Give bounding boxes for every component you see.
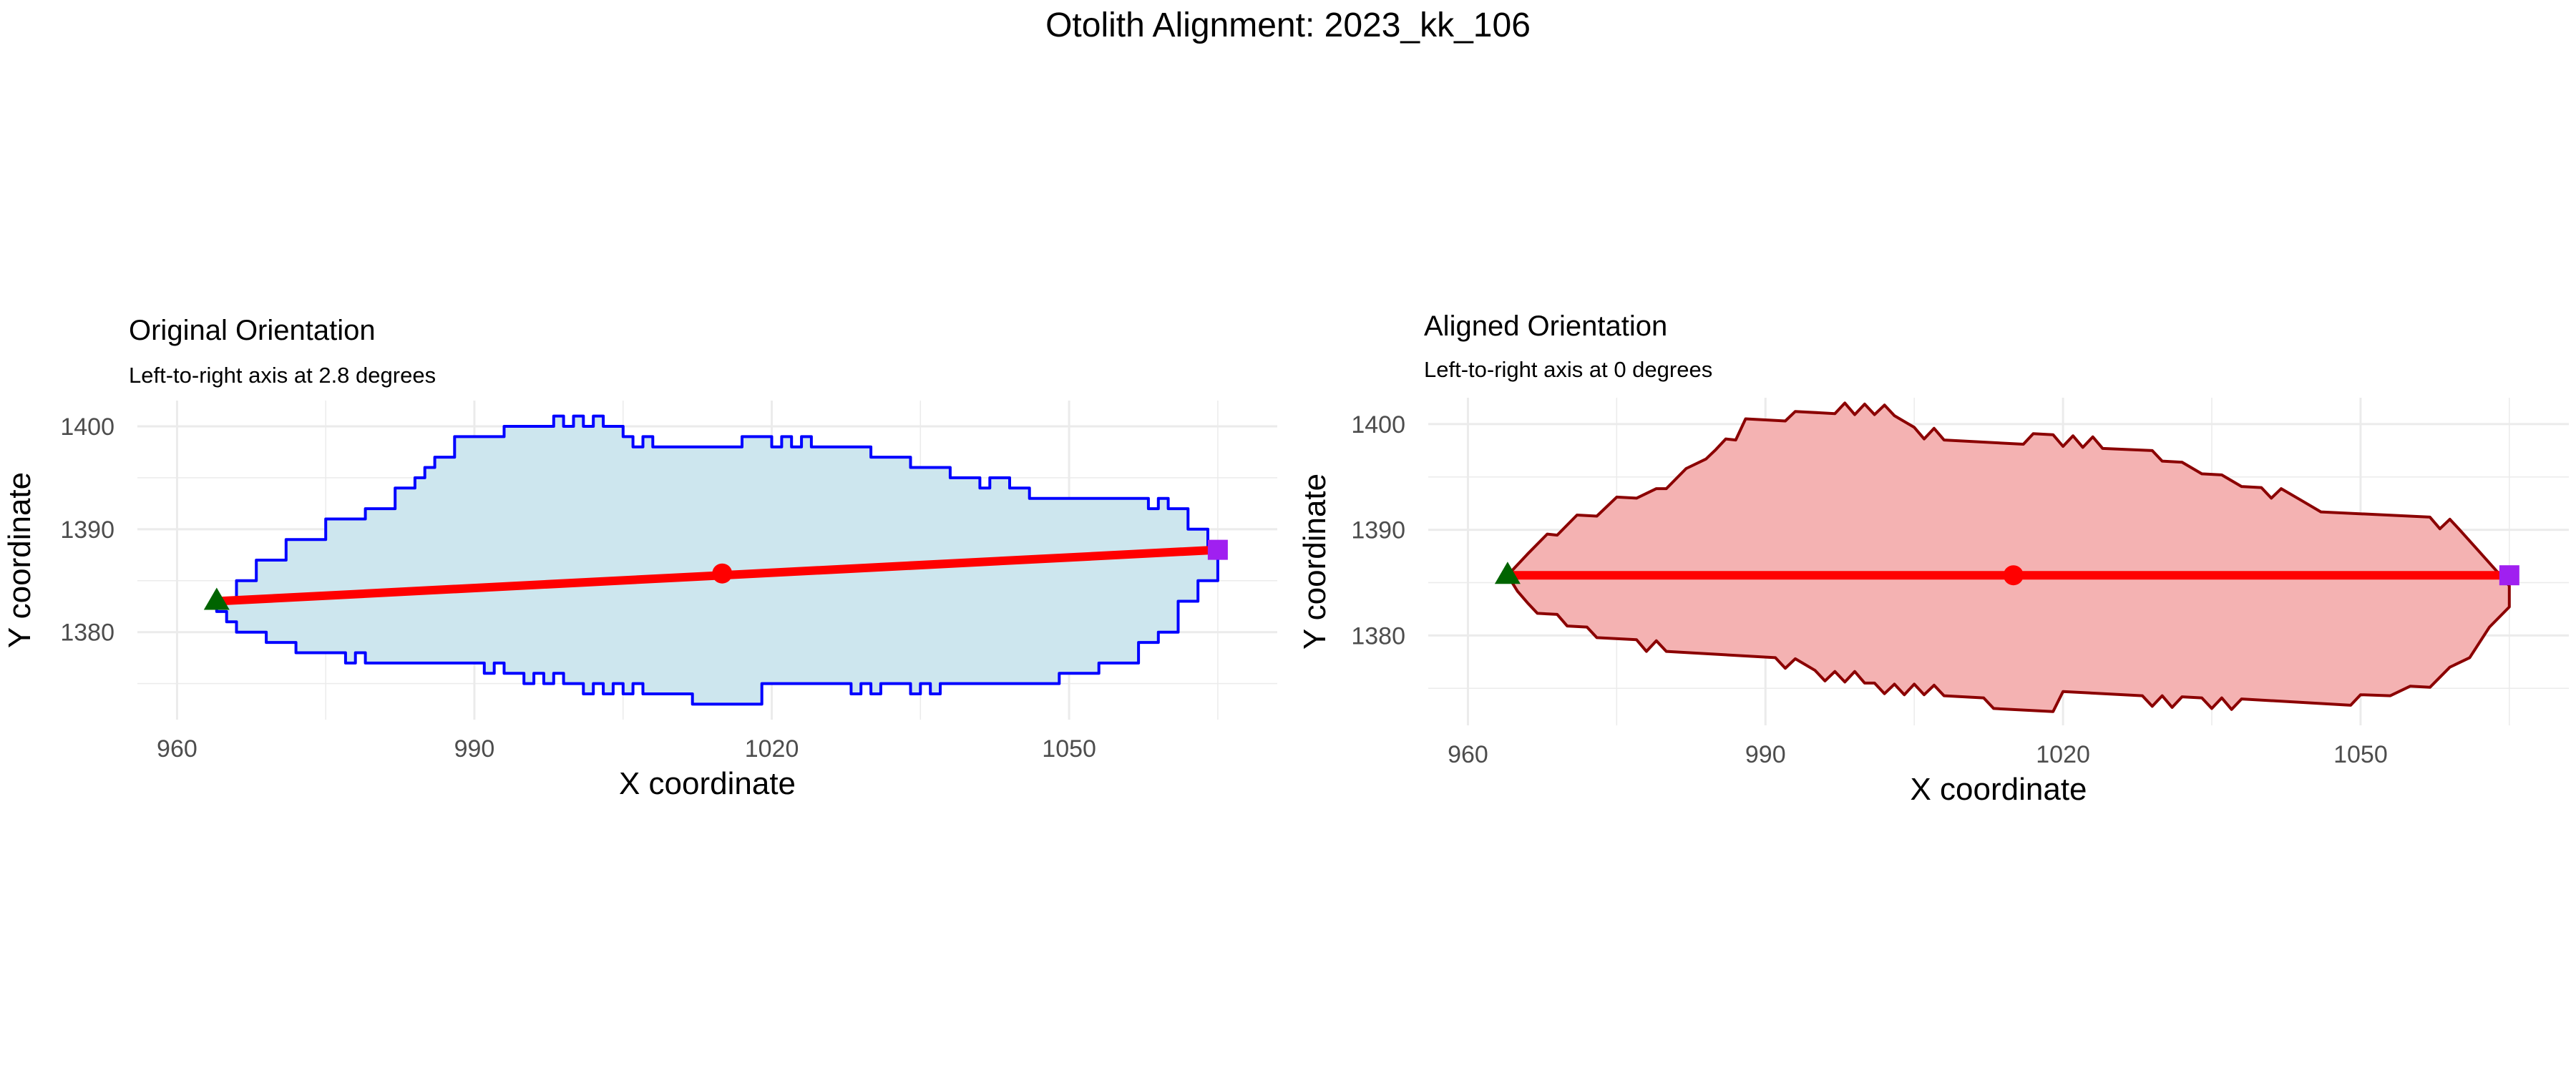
panel-subtitle: Left-to-right axis at 2.8 degrees	[129, 363, 436, 388]
aligned-orientation-plot: 960 990 1020 1050 1380 1390 1400 X coordinate Y …	[1297, 398, 2569, 807]
left-endpoint-triangle	[1494, 562, 1521, 584]
x-tick-label: 990	[1745, 741, 1786, 768]
y-axis-title: Y coordinate	[2, 472, 37, 648]
y-tick-label: 1380	[60, 619, 114, 647]
x-tick-label: 960	[1448, 741, 1488, 768]
right-endpoint-square	[1207, 539, 1228, 560]
x-tick-label: 960	[157, 735, 197, 763]
x-tick-label: 1020	[2036, 741, 2090, 768]
x-axis-title: X coordinate	[1910, 772, 2087, 807]
x-tick-label: 1020	[745, 735, 799, 763]
original-orientation-plot: 960 990 1020 1050 1380 1390 1400 X coordinate Y …	[2, 401, 1277, 801]
x-tick-label: 990	[454, 735, 495, 763]
left-endpoint-triangle	[203, 587, 230, 610]
x-tick-label: 1050	[2333, 741, 2388, 768]
y-tick-label: 1380	[1351, 622, 1405, 650]
panel-title: Original Orientation	[129, 315, 376, 346]
figure-title: Otolith Alignment: 2023_kk_106	[1045, 6, 1531, 44]
panel-title: Aligned Orientation	[1424, 310, 1668, 342]
y-tick-label: 1400	[1351, 411, 1405, 438]
aligned-orientation-panel: Aligned Orientation Left-to-right axis a…	[1288, 0, 2576, 1073]
panel-subtitle: Left-to-right axis at 0 degrees	[1424, 357, 1713, 382]
y-axis-title: Y coordinate	[1297, 474, 1332, 650]
y-tick-label: 1390	[60, 516, 114, 544]
centroid-point	[2003, 565, 2024, 586]
y-tick-label: 1400	[60, 413, 114, 441]
otolith-outline	[1506, 401, 2511, 713]
x-axis-title: X coordinate	[619, 766, 796, 801]
centroid-point	[712, 563, 733, 584]
x-tick-label: 1050	[1042, 735, 1096, 763]
y-tick-label: 1390	[1351, 517, 1405, 544]
right-endpoint-square	[2499, 565, 2519, 586]
original-orientation-panel: Original Orientation Left-to-right axis …	[2, 315, 1277, 801]
